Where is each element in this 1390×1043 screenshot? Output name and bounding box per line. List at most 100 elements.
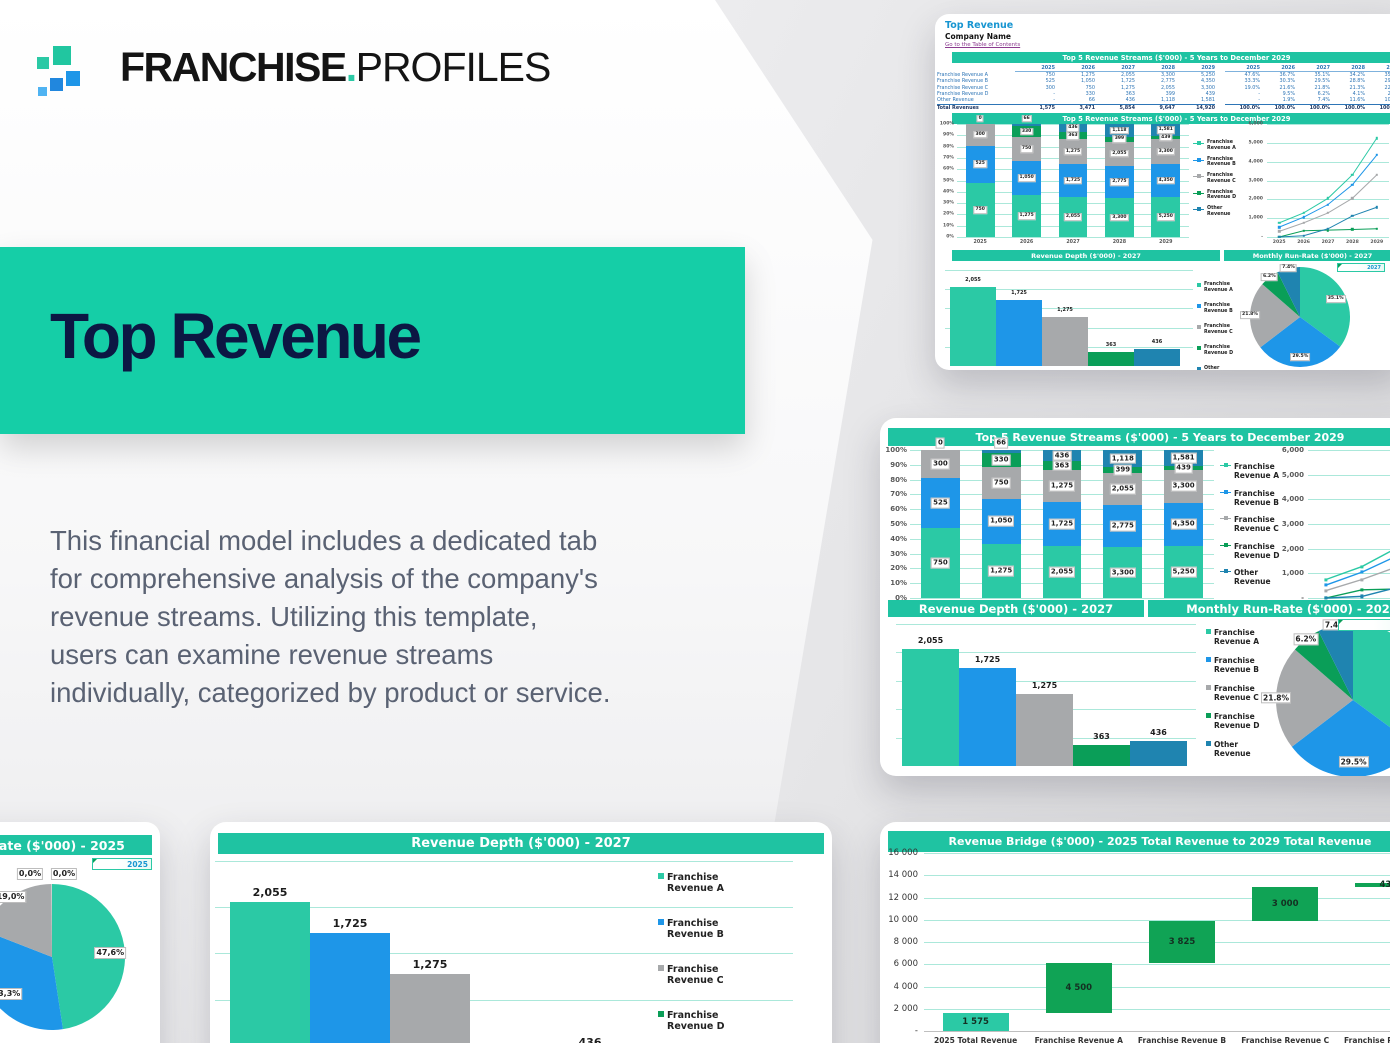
y-axis-tick-label: 10 000: [888, 914, 918, 925]
table-header-row: 2025202620272028202920252026202720282029: [937, 64, 1390, 72]
brand-name-light: PROFILES: [355, 44, 552, 90]
runrate-pie-chart: 35.1%29.5%21.8%6.2%7.4%: [1261, 614, 1390, 776]
pct-cell: 29.5%: [1314, 78, 1330, 85]
x-axis-tick-label: 2028: [1345, 240, 1359, 245]
pct-cell: 28.8%: [1349, 78, 1365, 85]
legend-item: Franchise Revenue C: [1220, 515, 1282, 533]
legend-item: Franchise Revenue B: [1220, 489, 1282, 507]
legend-label: Franchise Revenue B: [667, 918, 724, 941]
line-marker: [1326, 228, 1330, 232]
y-axis-tick-label: 8 000: [893, 937, 918, 947]
bar: [1130, 741, 1187, 766]
line-marker: [1360, 577, 1364, 582]
data-label: 4,350: [1156, 176, 1175, 185]
gridline: [896, 680, 1196, 682]
pct-cell: 100.0%: [1330, 103, 1365, 111]
legend-item: Franchise Revenue B: [1206, 656, 1270, 674]
table-row: Other Revenue - 66 436 1,118 1,581 - 1.9% 7.4% 11…: [937, 97, 1390, 103]
pct-cell: 2026: [1260, 65, 1295, 72]
pie-data-label: 19,0%: [0, 890, 27, 903]
line-series: [1279, 137, 1378, 224]
pct-cell: 35.2%: [1384, 72, 1390, 79]
pct-cell: 6.2%: [1317, 90, 1330, 97]
y-axis-tick-label: 20%: [890, 564, 907, 573]
data-label: 1,725: [1063, 176, 1083, 185]
table-row: Franchise Revenue A 750 1,275 2,055 3,300 5,2…: [937, 72, 1390, 78]
y-axis-tick-label: -: [1261, 234, 1263, 240]
y-axis-tick-label: 2,000: [1248, 196, 1263, 202]
gridline: [924, 964, 1390, 966]
revenue-depth-card: Revenue Depth ($'000) - 2027 2,055 1,725 1…: [210, 822, 832, 1043]
data-label: 1 575: [962, 1017, 989, 1028]
value-cell: 330: [1085, 90, 1095, 97]
hero-description: This financial model includes a dedicate…: [50, 525, 611, 708]
legend-label: Franchise Revenue A: [1234, 462, 1280, 480]
data-label: 1,725: [974, 655, 1001, 665]
gridline: [1308, 499, 1390, 501]
gridline: [924, 919, 1390, 921]
data-label: 1,275: [412, 958, 448, 972]
line-marker: [1302, 229, 1305, 232]
data-label: 0: [935, 437, 945, 449]
legend-label: Other Revenue: [1214, 740, 1251, 758]
pie-slice: [0, 936, 63, 1030]
y-axis-tick-label: 6 000: [893, 959, 918, 970]
year-spinner-2025[interactable]: 2025: [92, 858, 152, 870]
legend-item: Franchise Revenue A: [658, 872, 730, 895]
data-label: 3,300: [1109, 567, 1136, 579]
bar-segment: [981, 450, 1021, 453]
value-cell: 2,775: [1160, 78, 1175, 85]
y-axis-tick-label: 10%: [890, 579, 907, 588]
data-label: 1,581: [1156, 126, 1175, 134]
pie-slice: [1300, 267, 1350, 347]
gridline: [945, 270, 1193, 271]
y-axis-tick-label: 6,000: [1281, 446, 1304, 454]
legend-item: Franchise Revenue D: [658, 1010, 730, 1033]
table-row: Total Revenues 1,575 3,471 5,854 9,647 14,920…: [937, 103, 1390, 111]
legend-label: Franchise Revenue D: [1204, 345, 1234, 356]
pie-slice: [1318, 623, 1353, 700]
line-marker: [1351, 183, 1354, 186]
y-axis-tick-label: 40%: [943, 189, 954, 195]
line-marker: [1302, 221, 1305, 225]
pie-slice: [1262, 272, 1300, 317]
data-label: 300: [931, 458, 950, 470]
x-axis-category-label: Franchise Revenue D: [1344, 1036, 1390, 1043]
year-spinner-2027[interactable]: 2027: [1338, 619, 1390, 631]
legend-label: Franchise Revenue C: [667, 964, 724, 987]
legend-label: Franchise Revenue A: [1204, 282, 1233, 293]
line-marker: [1360, 594, 1364, 598]
legend-square-marker: [1197, 325, 1201, 329]
legend-label: Franchise Revenue A: [1207, 140, 1236, 151]
y-axis-tick-label: 16 000: [888, 848, 918, 858]
data-label: 1,725: [1048, 518, 1076, 530]
page-title: Top Revenue: [50, 300, 422, 372]
line-marker: [1277, 235, 1281, 239]
x-axis-tick-label: 2026: [1019, 240, 1034, 245]
legend-item: Franchise Revenue B: [1193, 157, 1241, 169]
data-label: 300: [973, 130, 987, 139]
line-marker: [1351, 197, 1354, 200]
value-cell: 2029: [1175, 65, 1215, 72]
legend-line-marker: [1220, 516, 1231, 521]
table-of-contents-link[interactable]: Go to the Table of Contents: [945, 42, 1021, 48]
data-label: 1,275: [1048, 480, 1076, 492]
pct-cell: 100.0%: [1260, 103, 1295, 111]
gridline: [1267, 180, 1389, 182]
data-label: 4,350: [1170, 518, 1197, 530]
value-cell: 525: [1045, 78, 1055, 85]
legend-item: Franchise Revenue B: [1197, 303, 1245, 315]
data-label: 2,775: [1109, 520, 1136, 532]
x-axis-category-label: Franchise Revenue C: [1241, 1036, 1330, 1043]
legend-square-marker: [1197, 304, 1201, 308]
waterfall-bar: [942, 1013, 1009, 1031]
legend-item: Franchise Revenue C: [1197, 324, 1245, 336]
bar: [950, 287, 996, 366]
line-marker: [1324, 577, 1328, 582]
legend-label: Franchise Revenue B: [1204, 303, 1233, 314]
line-series: [1325, 588, 1390, 599]
sheet-title: Top Revenue: [945, 20, 1014, 31]
data-label: 66: [1021, 115, 1032, 123]
year-spinner-2027[interactable]: 2027: [1337, 263, 1385, 272]
pct-cell: -: [1258, 90, 1260, 97]
